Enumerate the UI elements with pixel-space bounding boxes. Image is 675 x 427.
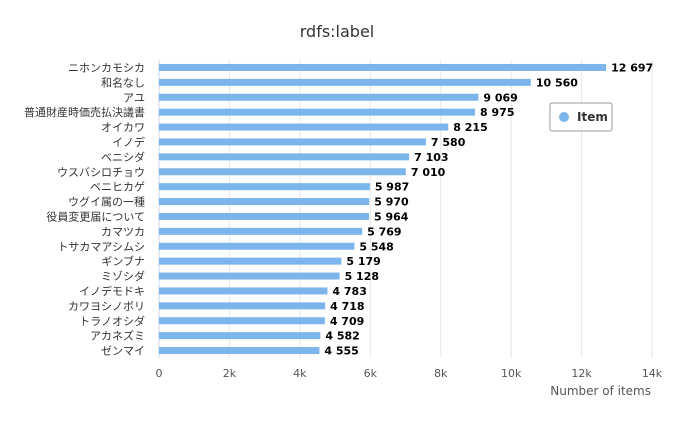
- data-label: 5 769: [367, 225, 401, 238]
- legend-label[interactable]: Item: [577, 110, 608, 124]
- bars: [159, 63, 607, 355]
- category-label: アカネズミ: [90, 329, 145, 343]
- bar[interactable]: [159, 108, 476, 116]
- bar[interactable]: [159, 227, 363, 235]
- category-label: ベニシダ: [101, 150, 145, 164]
- data-label: 8 975: [480, 106, 514, 119]
- data-label: 12 697: [611, 61, 653, 74]
- x-tick-label: 6k: [364, 367, 378, 380]
- x-tick-label: 14k: [642, 367, 663, 380]
- category-label: カワヨシノボリ: [68, 300, 145, 313]
- bar[interactable]: [159, 198, 370, 206]
- data-label: 7 010: [411, 166, 446, 179]
- category-label: イノデモドキ: [79, 284, 145, 298]
- data-label: 5 128: [345, 270, 379, 283]
- x-axis-title: Number of items: [550, 384, 651, 398]
- x-tick-label: 2k: [223, 367, 237, 380]
- data-label: 4 555: [324, 345, 358, 358]
- x-axis-ticks: 0 2k 4k 6k 8k 10k 12k 14k: [156, 367, 663, 380]
- bar[interactable]: [159, 93, 479, 101]
- bar[interactable]: [159, 302, 326, 310]
- bar[interactable]: [159, 123, 449, 131]
- data-label: 7 103: [414, 151, 448, 164]
- data-label: 8 215: [453, 121, 487, 134]
- data-label: 4 783: [332, 285, 366, 298]
- x-tick-label: 8k: [434, 367, 448, 380]
- category-label: 普通財産時価売払決議書: [24, 105, 145, 119]
- bar[interactable]: [159, 287, 328, 295]
- category-label: トサカマアシムシ: [57, 240, 145, 253]
- legend-marker: [559, 112, 569, 122]
- data-label: 4 709: [330, 315, 364, 328]
- data-label: 5 179: [346, 255, 380, 268]
- data-label: 4 582: [325, 330, 359, 343]
- bar[interactable]: [159, 63, 607, 71]
- bar[interactable]: [159, 347, 320, 355]
- data-label: 10 560: [536, 76, 578, 89]
- chart-title: rdfs:label: [300, 22, 375, 41]
- category-label: アユ: [123, 91, 145, 104]
- bar[interactable]: [159, 257, 342, 265]
- bar[interactable]: [159, 317, 325, 325]
- data-label: 5 970: [374, 196, 409, 209]
- data-label: 4 718: [330, 300, 364, 313]
- category-label: ギンブナ: [101, 254, 145, 268]
- x-tick-label: 12k: [571, 367, 592, 380]
- bar[interactable]: [159, 183, 370, 191]
- bar[interactable]: [159, 212, 370, 220]
- bar[interactable]: [159, 153, 410, 161]
- category-label: カマツカ: [101, 225, 145, 238]
- category-label: 役員変更届について: [46, 209, 145, 223]
- category-label: ベニヒカゲ: [90, 181, 145, 194]
- category-label: 和名なし: [101, 75, 145, 89]
- category-label: トラノオシダ: [79, 314, 145, 328]
- data-label: 7 580: [431, 136, 466, 149]
- bar[interactable]: [159, 242, 355, 250]
- data-labels: 12 697 10 560 9 069 8 975 8 215 7 580 7 103 7 0…: [324, 61, 653, 357]
- bar[interactable]: [159, 78, 531, 86]
- x-tick-label: 4k: [293, 367, 307, 380]
- data-label: 5 964: [374, 210, 409, 223]
- legend[interactable]: Item: [549, 102, 613, 132]
- bar[interactable]: [159, 332, 321, 340]
- data-label: 5 987: [375, 181, 409, 194]
- x-tick-label: 10k: [501, 367, 522, 380]
- data-label: 9 069: [483, 91, 517, 104]
- category-label: ゼンマイ: [101, 345, 145, 358]
- category-label: ニホンカモシカ: [68, 61, 145, 74]
- data-label: 5 548: [359, 240, 393, 253]
- legend-box: [549, 102, 613, 132]
- category-label: オイカワ: [101, 121, 145, 134]
- category-labels: ニホンカモシカ和名なしアユ普通財産時価売払決議書オイカワイノデベニシダウスバシロ…: [24, 61, 145, 357]
- category-label: ウグイ属の一種: [68, 195, 145, 209]
- bar[interactable]: [159, 138, 426, 146]
- bar[interactable]: [159, 272, 340, 280]
- bar[interactable]: [159, 168, 406, 176]
- category-label: ミゾシダ: [101, 269, 145, 283]
- category-label: ウスバシロチョウ: [57, 166, 145, 179]
- x-tick-label: 0: [156, 367, 163, 380]
- category-label: イノデ: [112, 135, 145, 149]
